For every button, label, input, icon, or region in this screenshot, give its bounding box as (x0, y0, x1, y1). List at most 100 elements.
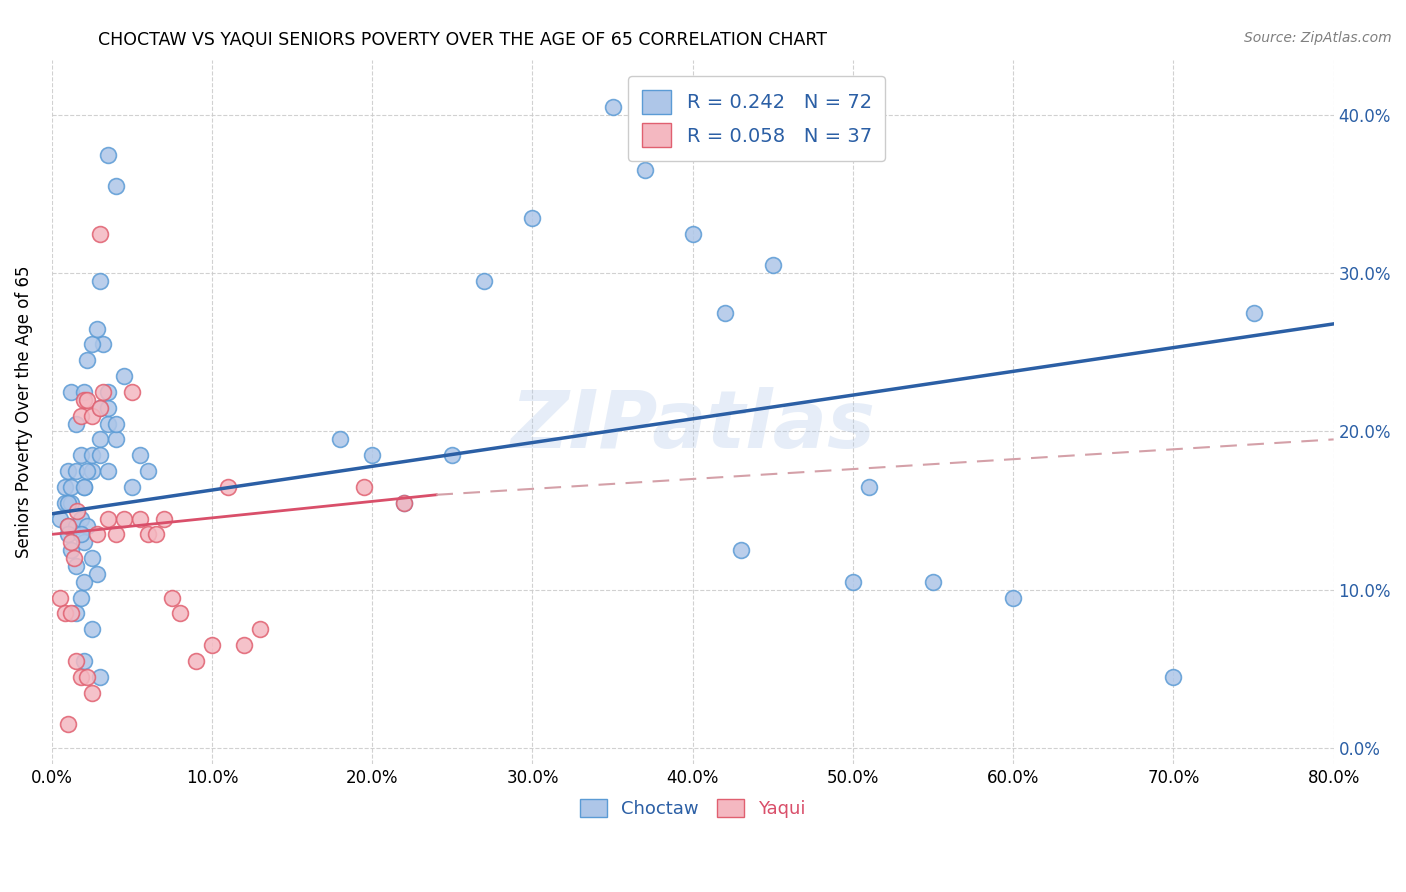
Point (89, 401, 111, 415)
Point (97, 511, 120, 525)
Point (56, 464, 79, 478)
Point (80, 551, 103, 566)
Point (65, 519, 87, 533)
Point (104, 179, 127, 194)
Point (89, 448, 111, 462)
Text: ZIPatlas: ZIPatlas (510, 387, 875, 465)
Point (86, 527, 108, 541)
Point (153, 511, 176, 525)
Text: CHOCTAW VS YAQUI SENIORS POVERTY OVER THE AGE OF 65 CORRELATION CHART: CHOCTAW VS YAQUI SENIORS POVERTY OVER TH… (98, 31, 827, 49)
Point (394, 496, 416, 510)
Point (73, 654, 96, 668)
Point (762, 258, 785, 272)
Point (136, 464, 159, 478)
Point (86, 566, 108, 581)
Point (86, 321, 108, 335)
Point (474, 274, 496, 288)
Point (128, 511, 150, 525)
Point (59, 607, 82, 621)
Point (73, 574, 96, 589)
Point (73, 480, 96, 494)
Point (97, 401, 120, 415)
Point (73, 384, 96, 399)
Point (233, 638, 256, 652)
Point (842, 574, 865, 589)
Point (394, 496, 416, 510)
Point (713, 306, 735, 320)
Point (63, 551, 86, 566)
Point (633, 163, 655, 178)
Point (97, 384, 120, 399)
Point (1163, 670, 1185, 684)
Point (65, 464, 87, 478)
Point (97, 417, 120, 431)
Point (80, 623, 103, 637)
Point (73, 480, 96, 494)
Point (69, 409, 91, 423)
Point (112, 369, 135, 384)
Point (441, 448, 464, 462)
Point (56, 519, 79, 533)
Point (76, 670, 98, 684)
Legend: Choctaw, Yaqui: Choctaw, Yaqui (572, 791, 813, 825)
Point (59, 384, 82, 399)
Y-axis label: Seniors Poverty Over the Age of 65: Seniors Poverty Over the Age of 65 (15, 266, 32, 558)
Point (56, 496, 79, 510)
Point (169, 607, 191, 621)
Point (76, 392, 98, 407)
Point (104, 417, 127, 431)
Point (89, 670, 111, 684)
Point (217, 480, 239, 494)
Point (59, 496, 82, 510)
Point (59, 543, 82, 558)
Point (1002, 591, 1025, 605)
Point (56, 519, 79, 533)
Point (59, 480, 82, 494)
Point (104, 527, 127, 541)
Point (59, 535, 82, 549)
Point (91, 384, 114, 399)
Point (1243, 306, 1265, 320)
Point (922, 574, 945, 589)
Point (682, 227, 704, 241)
Point (80, 448, 103, 462)
Point (121, 480, 143, 494)
Point (136, 527, 159, 541)
Point (66, 503, 89, 517)
Point (80, 409, 103, 423)
Point (329, 433, 352, 447)
Point (249, 623, 271, 637)
Point (73, 535, 96, 549)
Point (522, 211, 544, 225)
Point (80, 685, 103, 699)
Point (89, 274, 111, 288)
Point (361, 448, 384, 462)
Point (49, 511, 72, 525)
Point (89, 227, 111, 241)
Point (53, 496, 76, 510)
Text: Source: ZipAtlas.com: Source: ZipAtlas.com (1244, 31, 1392, 45)
Point (53, 607, 76, 621)
Point (65, 607, 87, 621)
Point (128, 448, 150, 462)
Point (121, 384, 143, 399)
Point (184, 654, 207, 668)
Point (56, 527, 79, 541)
Point (69, 527, 91, 541)
Point (104, 433, 127, 447)
Point (69, 591, 91, 605)
Point (65, 654, 87, 668)
Point (97, 147, 120, 161)
Point (76, 519, 98, 533)
Point (145, 527, 167, 541)
Point (80, 337, 103, 351)
Point (353, 480, 375, 494)
Point (201, 638, 224, 652)
Point (112, 511, 135, 525)
Point (69, 511, 91, 525)
Point (602, 100, 624, 114)
Point (80, 464, 103, 478)
Point (97, 464, 120, 478)
Point (730, 543, 752, 558)
Point (73, 392, 96, 407)
